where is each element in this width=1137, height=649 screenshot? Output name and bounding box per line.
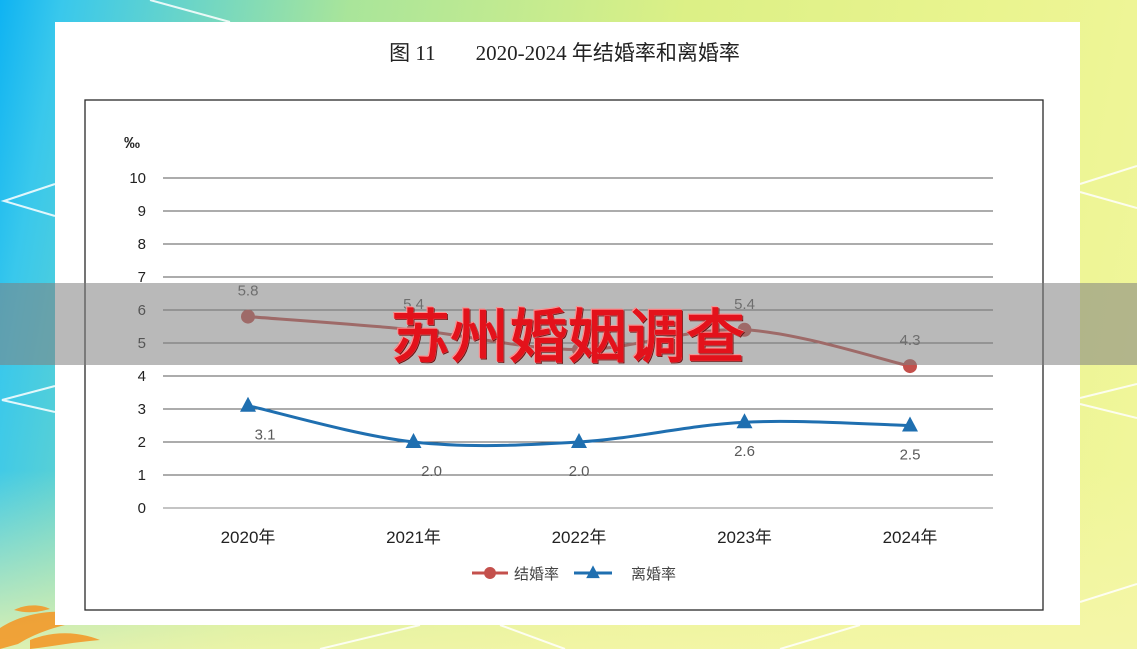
divorce-rate-data-label: 2.0 xyxy=(421,463,442,480)
legend-swatch-marker xyxy=(586,565,600,579)
figure-number: 图 11 xyxy=(389,41,436,65)
divorce-rate-data-label: 3.1 xyxy=(255,427,276,444)
y-tick-label: 4 xyxy=(138,368,146,385)
x-axis: 2020年 2021年 2022年 2023年 2024年 xyxy=(221,528,938,547)
x-tick-label: 2020年 xyxy=(221,528,276,547)
chart-title: 2020-2024 年结婚率和离婚率 xyxy=(475,41,740,65)
divorce-rate-point xyxy=(405,433,422,448)
y-tick-label: 2 xyxy=(138,434,146,451)
y-axis-unit: ‰ xyxy=(124,135,140,152)
y-tick-label: 9 xyxy=(138,203,146,220)
y-tick-label: 3 xyxy=(138,401,146,418)
x-tick-label: 2022年 xyxy=(552,528,607,547)
y-tick-label: 1 xyxy=(138,467,146,484)
decorative-line xyxy=(499,624,566,649)
legend-label: 离婚率 xyxy=(631,566,676,583)
y-tick-label: 0 xyxy=(138,500,146,517)
decorative-line xyxy=(1,385,56,413)
legend-label: 结婚率 xyxy=(514,566,559,583)
divorce-rate-data-label: 2.5 xyxy=(900,447,921,464)
divorce-rate-point xyxy=(736,413,753,429)
legend-item-divorce-rate: 离婚率 xyxy=(574,565,676,583)
divorce-rate-point xyxy=(571,433,587,448)
y-tick-label: 8 xyxy=(138,236,146,253)
decorative-line xyxy=(1079,191,1137,209)
series-divorce-rate: 3.1 2.0 2.0 2.6 2.5 xyxy=(240,396,921,480)
divorce-rate-point xyxy=(240,396,256,412)
decorative-line xyxy=(149,0,231,23)
decorative-line xyxy=(779,624,861,649)
decorative-line xyxy=(319,624,421,649)
decorative-line xyxy=(1079,165,1137,185)
decorative-line xyxy=(0,183,56,217)
x-tick-label: 2021年 xyxy=(386,528,441,547)
banner-title: 苏州婚姻调查 xyxy=(391,303,746,371)
legend-swatch-marker xyxy=(484,567,496,579)
figure-title: 图 11 2020-2024 年结婚率和离婚率 xyxy=(0,38,1129,68)
x-tick-label: 2023年 xyxy=(717,528,772,547)
y-tick-label: 7 xyxy=(138,269,146,286)
x-tick-label: 2024年 xyxy=(883,528,938,547)
decorative-line xyxy=(1079,403,1137,419)
banner-overlay: 苏州婚姻调查 xyxy=(0,283,1137,371)
decorative-line xyxy=(1079,383,1137,399)
legend: 结婚率 离婚率 xyxy=(472,565,676,583)
divorce-rate-data-label: 2.6 xyxy=(734,443,755,460)
y-tick-label: 10 xyxy=(129,170,146,187)
legend-item-marriage-rate: 结婚率 xyxy=(472,566,559,583)
divorce-rate-point xyxy=(902,416,918,432)
divorce-rate-data-label: 2.0 xyxy=(569,463,590,480)
decorative-line xyxy=(1079,583,1137,603)
